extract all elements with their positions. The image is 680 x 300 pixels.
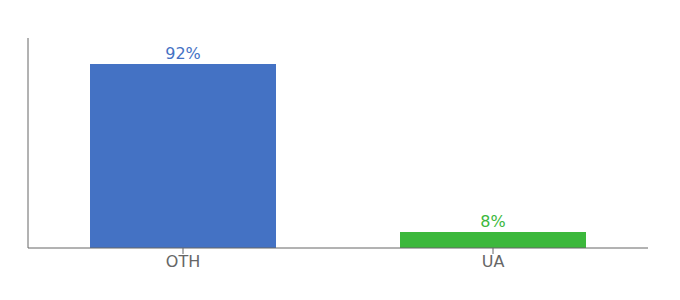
svg-text:UA: UA bbox=[482, 252, 505, 271]
svg-text:8%: 8% bbox=[480, 212, 505, 231]
svg-text:OTH: OTH bbox=[166, 252, 200, 271]
svg-text:92%: 92% bbox=[165, 44, 201, 63]
